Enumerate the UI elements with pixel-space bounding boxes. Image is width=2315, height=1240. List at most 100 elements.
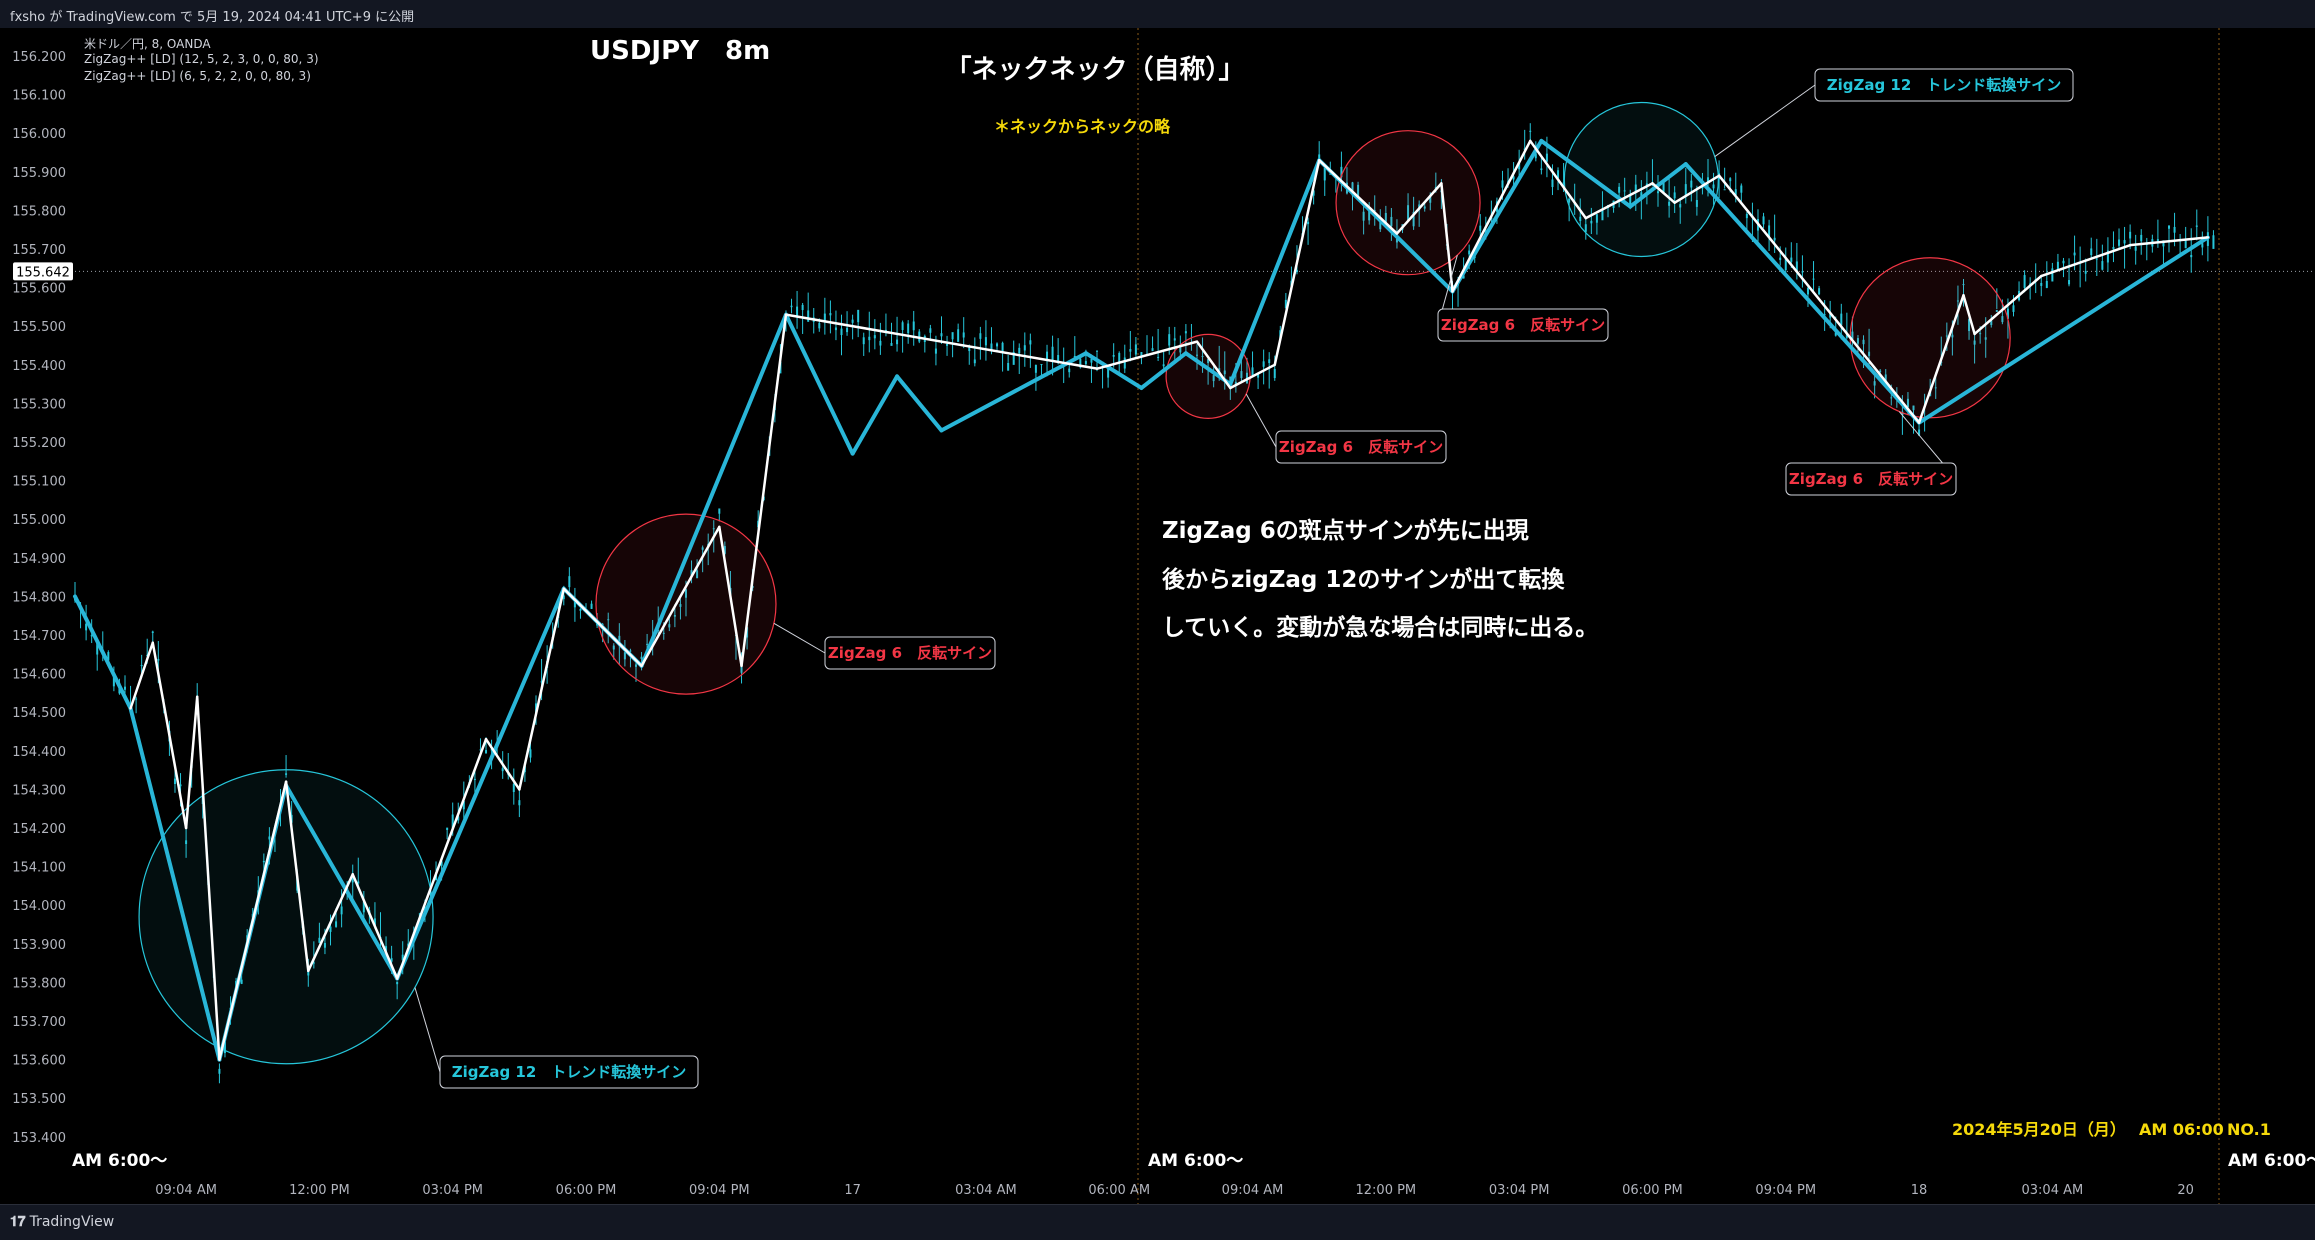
price-tick-label: 154.000 — [12, 899, 66, 914]
zigzag6-segment — [1440, 182, 1454, 293]
footer-number: NO.1 — [2227, 1120, 2271, 1139]
candle-body — [1312, 190, 1315, 196]
candle-body — [634, 664, 637, 667]
candle-body — [973, 359, 976, 364]
candle-body — [1046, 351, 1049, 360]
candle-body — [1912, 405, 1915, 411]
candle-body — [1623, 190, 1626, 192]
publish-bar: fxsho が TradingView.com で 5月 19, 2024 04… — [0, 0, 2315, 29]
time-tick-label: 12:00 PM — [1356, 1183, 1417, 1198]
candle-body — [2062, 260, 2065, 264]
candle-body — [1790, 257, 1793, 262]
footer-bar: 𝟏𝟕 TradingView — [0, 1204, 2315, 1240]
candle-body — [2006, 308, 2009, 319]
callout-leader-line — [1714, 84, 1816, 157]
candle-body — [335, 921, 338, 927]
candle-body — [1368, 208, 1371, 221]
candle-body — [996, 343, 999, 347]
price-axis[interactable]: 156.200 156.100 156.000 155.900 155.800 155.7… — [12, 50, 66, 1146]
note-line-3: していく。変動が急な場合は同時に出る。 — [1162, 614, 1598, 641]
candle-body — [1984, 337, 1987, 340]
candle-body — [1351, 182, 1354, 196]
candle-body — [1123, 357, 1126, 369]
candle-body — [607, 619, 610, 621]
candle-body — [590, 603, 593, 609]
candle-body — [1618, 186, 1621, 193]
time-axis[interactable]: 09:04 AM 12:00 PM 03:04 PM 06:00 PM 09:04 PM… — [155, 1183, 2194, 1198]
candle-body — [1629, 194, 1632, 204]
candle-body — [1084, 361, 1087, 365]
tradingview-logo[interactable]: 𝟏𝟕 TradingView — [10, 1214, 114, 1230]
candle-body — [1679, 204, 1682, 208]
candle-body — [1968, 319, 1971, 332]
candle-body — [929, 328, 932, 333]
candle-body — [323, 943, 326, 948]
candle-body — [1545, 153, 1548, 162]
price-tick-label: 154.200 — [12, 822, 66, 837]
legend-indicator-6[interactable]: ZigZag++ [LD] (6, 5, 2, 2, 0, 0, 80, 3) — [84, 69, 311, 83]
candle-body — [1834, 332, 1837, 336]
candle-body — [823, 313, 826, 323]
candle-body — [151, 631, 154, 633]
candle-body — [1806, 287, 1809, 295]
zigzag6-segment — [740, 313, 788, 668]
candle-body — [1240, 371, 1243, 379]
time-tick-label: 20 — [2177, 1183, 2194, 1198]
price-tick-label: 153.600 — [12, 1054, 66, 1069]
zigzag6-segment — [1917, 294, 1965, 424]
candle-body — [2001, 316, 2004, 323]
candle-body — [1384, 212, 1387, 226]
time-tick-label: 06:00 PM — [556, 1183, 617, 1198]
candle-body — [2106, 250, 2109, 263]
candle-body — [723, 546, 726, 554]
candle-body — [1379, 219, 1382, 230]
candle-body — [1090, 358, 1093, 363]
candle-body — [957, 329, 960, 342]
candle-body — [2184, 240, 2187, 249]
candle-body — [1023, 345, 1026, 351]
candle-body — [1390, 216, 1393, 227]
candle-body — [579, 608, 582, 611]
candle-body — [490, 749, 493, 751]
candle-body — [2056, 261, 2059, 271]
callout-text: ZigZag 12 トレンド転換サイン — [1827, 76, 2062, 94]
candle-body — [318, 937, 321, 943]
legend-symbol[interactable]: 米ドル／円, 8, OANDA — [84, 37, 211, 51]
price-tick-label: 153.800 — [12, 976, 66, 991]
price-chart[interactable]: 156.200 156.100 156.000 155.900 155.800 155.7… — [0, 28, 2315, 1204]
candle-body — [1673, 192, 1676, 199]
legend-indicator-12[interactable]: ZigZag++ [LD] (12, 5, 2, 3, 0, 0, 80, 3) — [84, 52, 319, 66]
candle-body — [90, 635, 93, 637]
price-tick-label: 155.300 — [12, 397, 66, 412]
candle-body — [646, 643, 649, 645]
time-tick-label: 03:04 AM — [2022, 1183, 2084, 1198]
zigzag12-segment — [783, 312, 855, 456]
price-tick-label: 155.800 — [12, 204, 66, 219]
candle-body — [1856, 338, 1859, 344]
candle-body — [173, 778, 176, 784]
subtitle: ＊ネックからネックの略 — [994, 117, 1171, 136]
price-tick-label: 155.100 — [12, 475, 66, 490]
price-tick-label: 154.800 — [12, 590, 66, 605]
candle-body — [396, 981, 399, 985]
candle-body — [285, 773, 288, 775]
candle-body — [1395, 238, 1398, 243]
candle-body — [2156, 239, 2159, 243]
candle-body — [2123, 240, 2126, 244]
candle-body — [1795, 261, 1798, 272]
price-tick-label: 154.400 — [12, 745, 66, 760]
callout-text: ZigZag 6 反転サイン — [828, 644, 992, 662]
candle-body — [934, 348, 937, 354]
candle-body — [501, 768, 504, 772]
candle-body — [829, 313, 832, 316]
candle-body — [1812, 278, 1815, 280]
candle-body — [1712, 184, 1715, 189]
price-tick-label: 155.000 — [12, 513, 66, 528]
zigzag6-segment — [1651, 182, 1676, 204]
callout-leader-line — [414, 987, 441, 1073]
candle-body — [1701, 186, 1704, 189]
candle-body — [2112, 246, 2115, 250]
main-title: 「ネックネック（自称）」 — [945, 54, 1244, 85]
candle-body — [668, 624, 671, 628]
zigzag6-segment — [307, 873, 354, 973]
